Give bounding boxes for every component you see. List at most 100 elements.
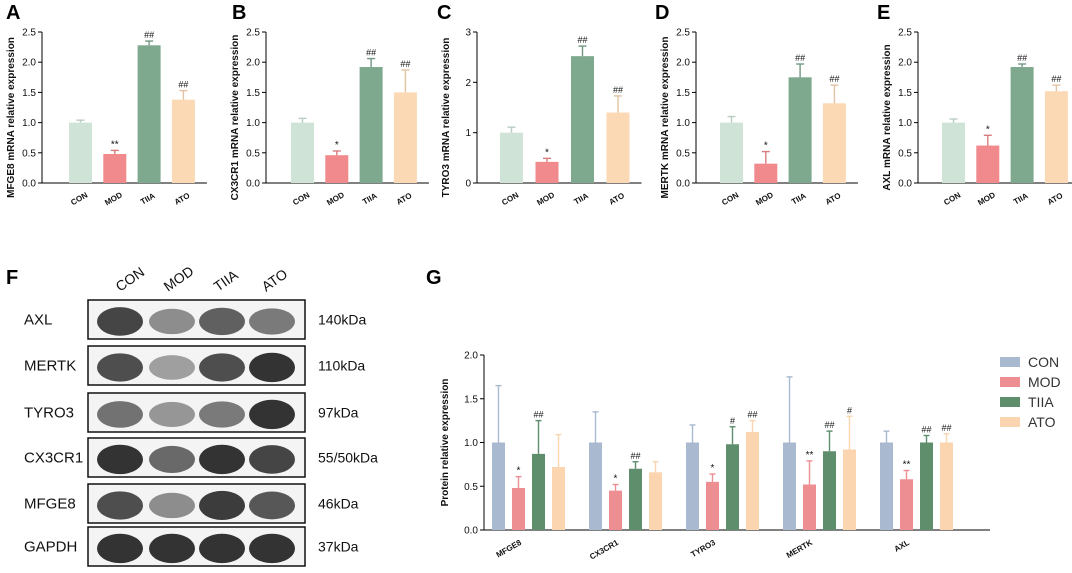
protein-band bbox=[149, 445, 195, 473]
x-tick-label: ATO bbox=[173, 191, 191, 207]
bar-ato bbox=[843, 449, 856, 530]
chart-panel-d: D 0.0 0.5 1.0 1.5 2.0 2.5 MERTK mRNA relative e… bbox=[655, 2, 858, 207]
molecular-weight-label: 55/50kDa bbox=[318, 450, 378, 466]
y-tick-label: 1.0 bbox=[676, 118, 690, 129]
x-tick-label: TIIA bbox=[1012, 191, 1030, 206]
bar-con bbox=[720, 122, 743, 183]
y-tick-label: 0.0 bbox=[464, 526, 478, 537]
y-tick-label: 2.5 bbox=[22, 28, 36, 39]
y-tick-label: 0.0 bbox=[676, 179, 690, 190]
chart-panel-e: E 0.0 0.5 1.0 1.5 2.0 2.5 AXL mRNA relative exp… bbox=[877, 2, 1072, 207]
bar-ato bbox=[649, 472, 662, 530]
bar-mod bbox=[609, 490, 622, 530]
protein-band bbox=[149, 401, 195, 427]
significance-mark: ## bbox=[630, 451, 640, 461]
y-tick-label: 2.0 bbox=[464, 351, 478, 362]
western-blot-panel: F CON MOD TIIA ATO AXL 140kDa MERTK 110kDa TYRO3 9… bbox=[6, 263, 378, 567]
x-tick-label: CON bbox=[942, 190, 962, 207]
x-tick-label: CON bbox=[720, 190, 740, 207]
significance-mark: # bbox=[847, 405, 852, 415]
x-tick-label: ATO bbox=[1046, 191, 1064, 207]
y-tick-label: 0.5 bbox=[22, 148, 36, 159]
y-tick-label: 0.5 bbox=[676, 148, 690, 159]
x-tick-label: CON bbox=[69, 190, 89, 207]
y-tick-label: 0.5 bbox=[898, 148, 912, 159]
bar-ato bbox=[552, 467, 565, 530]
protein-band bbox=[97, 307, 143, 336]
x-tick-label: MOD bbox=[535, 190, 556, 207]
bar-ato bbox=[940, 442, 953, 530]
y-tick-label: 1.5 bbox=[898, 88, 912, 99]
panel-letter: D bbox=[655, 2, 669, 24]
lane-label: TIIA bbox=[211, 266, 242, 294]
x-tick-label: ATO bbox=[824, 191, 842, 207]
bar-ato bbox=[171, 99, 195, 183]
bar-tiia bbox=[571, 56, 594, 183]
y-tick-label: 2 bbox=[465, 78, 471, 89]
molecular-weight-label: 140kDa bbox=[318, 312, 366, 328]
x-tick-label: TIIA bbox=[790, 191, 808, 206]
x-tick-label: MOD bbox=[976, 190, 997, 207]
y-tick-label: 1.5 bbox=[22, 88, 36, 99]
x-tick-label: MOD bbox=[103, 190, 124, 207]
bar-mod bbox=[512, 488, 525, 530]
bar-tiia bbox=[629, 468, 642, 530]
y-axis-label: AXL mRNA relative expression bbox=[882, 44, 893, 190]
lane-label: MOD bbox=[161, 263, 197, 295]
significance-mark: * bbox=[517, 466, 521, 477]
significance-mark: ## bbox=[178, 80, 188, 90]
significance-mark: * bbox=[545, 147, 549, 158]
bar-mod bbox=[754, 163, 778, 183]
protein-label: MFGE8 bbox=[24, 496, 76, 513]
legend-label: TIIA bbox=[1028, 394, 1054, 410]
protein-band bbox=[249, 491, 295, 520]
y-tick-label: 2.0 bbox=[898, 58, 912, 69]
chart-panel-c: C 0 1 2 3 TYRO3 mRNA relative expression CON * M… bbox=[437, 2, 642, 207]
y-tick-label: 1.0 bbox=[22, 118, 36, 129]
significance-mark: ** bbox=[806, 450, 814, 461]
bar-con bbox=[492, 442, 505, 530]
y-tick-label: 1.5 bbox=[464, 394, 478, 405]
bar-tiia bbox=[823, 451, 836, 530]
protein-band bbox=[199, 401, 245, 428]
legend-swatch-tiia bbox=[1000, 397, 1020, 407]
x-tick-label: CON bbox=[500, 190, 520, 207]
y-tick-label: 0.0 bbox=[22, 179, 36, 190]
bar-con bbox=[589, 442, 602, 530]
bar-tiia bbox=[137, 45, 161, 184]
bar-mod bbox=[976, 145, 1000, 183]
bar-ato bbox=[393, 92, 417, 183]
molecular-weight-label: 46kDa bbox=[318, 496, 359, 512]
x-tick-label: ATO bbox=[395, 191, 413, 207]
significance-mark: ## bbox=[1051, 74, 1061, 84]
significance-mark: ## bbox=[400, 59, 410, 69]
legend-swatch-mod bbox=[1000, 377, 1020, 387]
protein-label: CX3CR1 bbox=[24, 450, 83, 467]
legend-label: ATO bbox=[1028, 414, 1056, 430]
y-axis-label: TYRO3 mRNA relative expression bbox=[441, 38, 452, 198]
bar-con bbox=[942, 122, 965, 183]
bar-mod bbox=[103, 154, 127, 183]
significance-mark: ## bbox=[1017, 53, 1027, 63]
panel-letter: E bbox=[877, 2, 890, 24]
y-tick-label: 2.5 bbox=[246, 28, 260, 39]
y-tick-label: 1.5 bbox=[676, 88, 690, 99]
bar-con bbox=[291, 122, 314, 183]
bar-con bbox=[686, 442, 699, 530]
y-tick-label: 1.0 bbox=[898, 118, 912, 129]
bar-con bbox=[69, 122, 92, 183]
y-tick-label: 2.0 bbox=[246, 58, 260, 69]
y-tick-label: 0.5 bbox=[246, 148, 260, 159]
significance-mark: * bbox=[614, 474, 618, 485]
y-tick-label: 2.5 bbox=[898, 28, 912, 39]
y-tick-label: 1.0 bbox=[464, 438, 478, 449]
significance-mark: ## bbox=[577, 35, 587, 45]
molecular-weight-label: 110kDa bbox=[318, 358, 365, 374]
x-tick-label: ATO bbox=[608, 191, 626, 207]
y-tick-label: 1.0 bbox=[246, 118, 260, 129]
bar-con bbox=[880, 442, 893, 530]
protein-label: TYRO3 bbox=[24, 405, 74, 422]
protein-band bbox=[97, 533, 143, 564]
protein-band bbox=[249, 352, 295, 383]
protein-band bbox=[249, 399, 295, 430]
